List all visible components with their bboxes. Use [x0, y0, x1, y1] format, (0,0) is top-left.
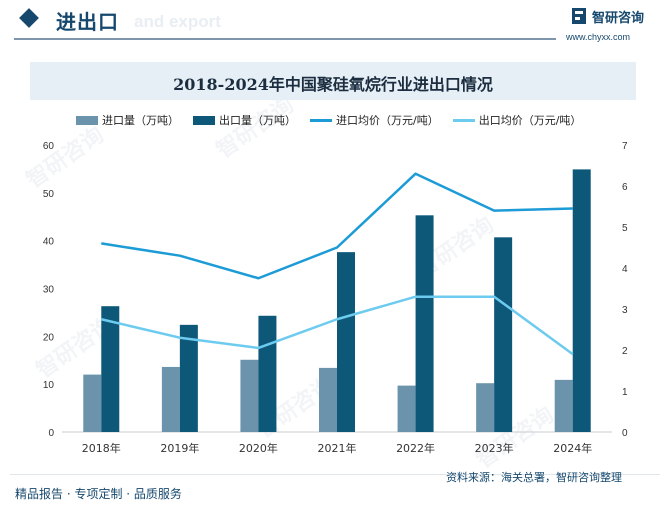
bar-import-volume [240, 359, 259, 432]
y-right-tick-label: 1 [622, 387, 628, 398]
x-tick-label: 2022年 [396, 441, 435, 455]
legend-item-export-volume: 出口量（万吨） [193, 112, 296, 128]
page-title: 进出口 [56, 10, 119, 34]
y-left-tick-label: 20 [43, 332, 55, 343]
x-tick-label: 2023年 [475, 441, 514, 455]
chart-title-band: 2018-2024年中国聚硅氧烷行业进出口情况 [30, 62, 636, 100]
legend-label: 出口量（万吨） [219, 114, 296, 127]
bar-export-volume [337, 252, 355, 432]
y-right-tick-label: 4 [622, 264, 628, 275]
y-right-tick-label: 3 [622, 305, 628, 316]
bar-export-volume [258, 315, 277, 432]
bar-import-volume [83, 374, 102, 432]
y-left-tick-label: 40 [43, 237, 55, 248]
y-right-tick-label: 5 [622, 223, 628, 234]
legend-label: 进口量（万吨） [102, 114, 179, 127]
logo-name: 智研咨询 [592, 11, 645, 26]
x-tick-label: 2020年 [239, 441, 278, 455]
legend-swatch [452, 118, 475, 122]
y-left-tick-label: 10 [43, 380, 55, 391]
legend-item-import-price: 进口均价（万元/吨） [310, 112, 439, 128]
bar-import-volume [319, 367, 337, 432]
x-tick-label: 2019年 [160, 441, 199, 455]
y-left-tick-label: 60 [43, 141, 55, 152]
bar-import-volume [161, 366, 180, 432]
x-tick-label: 2021年 [318, 441, 357, 455]
page-subtitle: and export [134, 12, 221, 31]
bar-export-volume [101, 306, 120, 432]
bar-import-volume [554, 379, 573, 432]
bar-import-volume [397, 385, 416, 432]
y-right-tick-label: 6 [622, 182, 628, 193]
y-right-tick-label: 2 [622, 346, 628, 357]
footer-tagline: 精品报告 · 专项定制 · 品质服务 [15, 487, 182, 501]
legend-label: 出口均价（万元/吨） [478, 114, 582, 127]
y-left-tick-label: 0 [48, 428, 54, 439]
bar-export-volume [494, 237, 513, 432]
footer-divider [10, 474, 660, 475]
logo-icon [572, 8, 586, 24]
x-tick-label: 2024年 [553, 441, 592, 455]
bar-export-volume [572, 169, 591, 432]
y-left-tick-label: 30 [43, 285, 55, 296]
page-header: 进出口 and export 智研咨询 www.chyxx.com [0, 0, 670, 45]
bar-export-volume [179, 324, 198, 432]
legend-item-import-volume: 进口量（万吨） [76, 112, 179, 128]
bar-import-volume [476, 383, 495, 432]
legend-swatch [193, 115, 215, 125]
legend-item-export-price: 出口均价（万元/吨） [452, 112, 582, 128]
y-right-tick-label: 0 [622, 428, 628, 439]
header-divider [14, 38, 556, 40]
legend-label: 进口均价（万元/吨） [336, 114, 439, 127]
chart-legend: 进口量（万吨） 出口量（万吨） 进口均价（万元/吨） 出口均价（万元/吨） [76, 112, 595, 128]
y-right-tick-label: 7 [622, 141, 628, 152]
bar-export-volume [415, 215, 434, 432]
legend-swatch [310, 118, 332, 122]
chart-title: 2018-2024年中国聚硅氧烷行业进出口情况 [173, 75, 493, 94]
source-note: 资料来源：海关总署，智研咨询整理 [446, 471, 622, 484]
logo-url: www.chyxx.com [566, 32, 631, 42]
legend-swatch [76, 115, 98, 125]
y-left-tick-label: 50 [43, 189, 55, 200]
x-tick-label: 2018年 [82, 441, 121, 455]
